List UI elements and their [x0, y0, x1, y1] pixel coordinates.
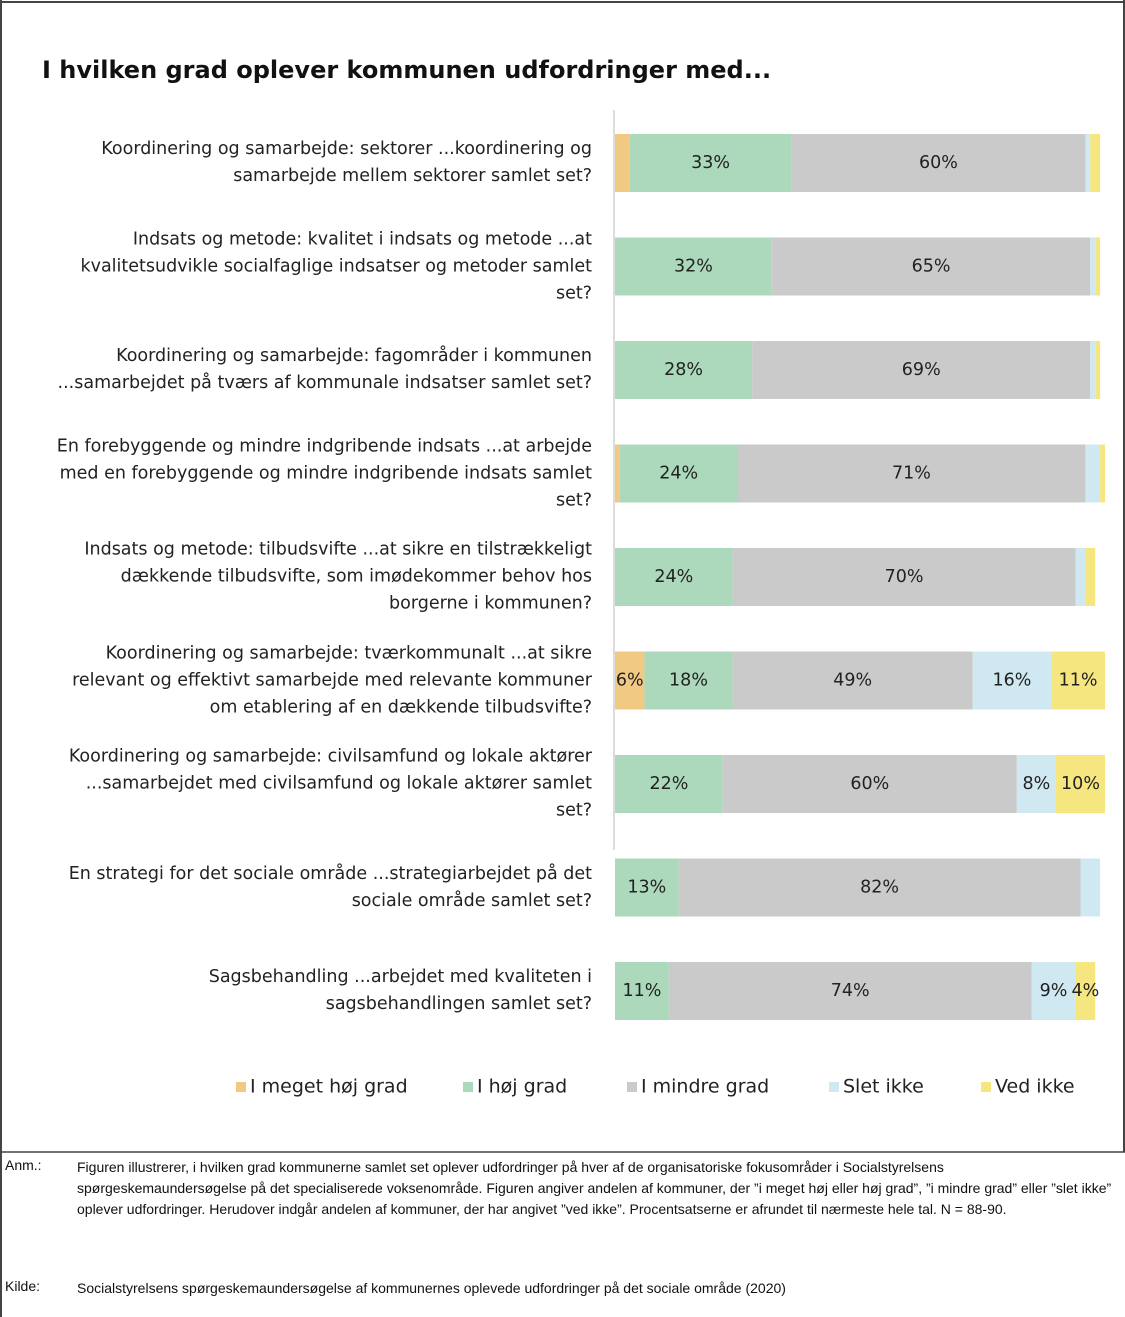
bar-segment — [1085, 444, 1101, 503]
value-label: 49% — [833, 671, 872, 691]
bar-segment — [1090, 341, 1096, 399]
legend-swatch — [236, 1082, 246, 1092]
note-text: Figuren illustrerer, i hvilken grad komm… — [77, 1159, 1112, 1217]
value-label: 33% — [691, 153, 730, 173]
value-label: 24% — [654, 567, 693, 587]
bar-segment — [1085, 548, 1096, 606]
legend-swatch — [981, 1082, 991, 1092]
value-label: 4% — [1072, 981, 1100, 1001]
category-label: En forebyggende og mindre indgribende in… — [56, 436, 592, 510]
value-label: 60% — [919, 153, 958, 173]
bar-segment — [1095, 237, 1101, 296]
note-label: Kilde: — [5, 1278, 41, 1294]
bar-segment — [678, 858, 1081, 917]
category-label: Indsats og metode: kvalitet i indsats og… — [80, 229, 592, 303]
value-label: 65% — [912, 257, 951, 277]
category-label: Koordinering og samarbejde: fagområder i… — [57, 346, 592, 393]
bar-segment — [972, 651, 1052, 710]
bar-segment — [615, 755, 723, 813]
value-label: 69% — [902, 360, 941, 380]
bar-segment — [1090, 237, 1096, 296]
bar-segment — [615, 444, 620, 503]
bar-segment — [615, 858, 679, 917]
value-label: 18% — [669, 671, 708, 691]
bar-segment — [732, 651, 973, 710]
bar-segment — [615, 237, 772, 296]
chart-title: I hvilken grad oplever kommunen udfordri… — [42, 56, 771, 84]
bar-segment — [1090, 134, 1101, 192]
category-label: Koordinering og samarbejde: civilsamfund… — [68, 746, 592, 821]
bar-segment — [1085, 134, 1091, 192]
value-label: 8% — [1023, 774, 1051, 794]
bar-segment — [1075, 962, 1096, 1020]
value-label: 24% — [659, 464, 698, 484]
bar-segment — [737, 444, 1086, 503]
bar-segment — [771, 237, 1091, 296]
bar-segment — [1080, 858, 1101, 917]
bar-segment — [668, 962, 1032, 1020]
bar-segment — [615, 651, 645, 710]
value-label: 6% — [616, 671, 644, 691]
value-label: 9% — [1040, 981, 1068, 1001]
value-label: 74% — [831, 981, 870, 1001]
legend-swatch — [829, 1082, 839, 1092]
bar-segment — [615, 341, 753, 399]
bar-segment — [1095, 341, 1101, 399]
bar-segment — [1016, 755, 1056, 813]
bar-segment — [615, 962, 669, 1020]
bar-segment — [722, 755, 1017, 813]
value-label: 82% — [860, 878, 899, 898]
category-label: Indsats og metode: tilbudsvifte ...at si… — [84, 539, 592, 614]
bar-segment — [752, 341, 1091, 399]
value-label: 16% — [992, 671, 1031, 691]
value-label: 22% — [649, 774, 688, 794]
legend-label: Ved ikke — [995, 1076, 1075, 1098]
value-label: 32% — [674, 257, 713, 277]
bar-segment — [644, 651, 733, 710]
note-text: Socialstyrelsens spørgeskemaundersøgelse… — [77, 1280, 786, 1296]
bar-segment — [791, 134, 1086, 192]
category-label: En strategi for det sociale område ...st… — [68, 863, 592, 911]
bar-segment — [629, 134, 792, 192]
legend-swatch — [463, 1082, 473, 1092]
value-label: 28% — [664, 360, 703, 380]
bar-segment — [1056, 755, 1105, 813]
bar-segment — [1100, 444, 1105, 503]
bar-segment — [1031, 962, 1076, 1020]
value-label: 60% — [850, 774, 889, 794]
value-label: 10% — [1061, 774, 1100, 794]
category-label: Koordinering og samarbejde: tværkommunal… — [72, 643, 592, 717]
bar-segment — [615, 548, 733, 606]
note-label: Anm.: — [5, 1157, 42, 1173]
value-label: 13% — [627, 878, 666, 898]
category-label: Sagsbehandling ...arbejdet med kvalitete… — [208, 967, 592, 1014]
legend-label: Slet ikke — [843, 1076, 924, 1098]
category-label: Koordinering og samarbejde: sektorer ...… — [101, 139, 592, 186]
legend-label: I høj grad — [477, 1076, 567, 1098]
legend-swatch — [627, 1082, 637, 1092]
value-label: 11% — [622, 981, 661, 1001]
bar-segment — [619, 444, 738, 503]
legend-label: I mindre grad — [641, 1076, 769, 1098]
bar-segment — [1051, 651, 1105, 710]
value-label: 70% — [885, 567, 924, 587]
bar-segment — [1075, 548, 1086, 606]
value-label: 71% — [892, 464, 931, 484]
bar-segment — [615, 134, 630, 192]
bar-segment — [732, 548, 1076, 606]
legend-label: I meget høj grad — [250, 1076, 408, 1098]
value-label: 11% — [1059, 671, 1098, 691]
